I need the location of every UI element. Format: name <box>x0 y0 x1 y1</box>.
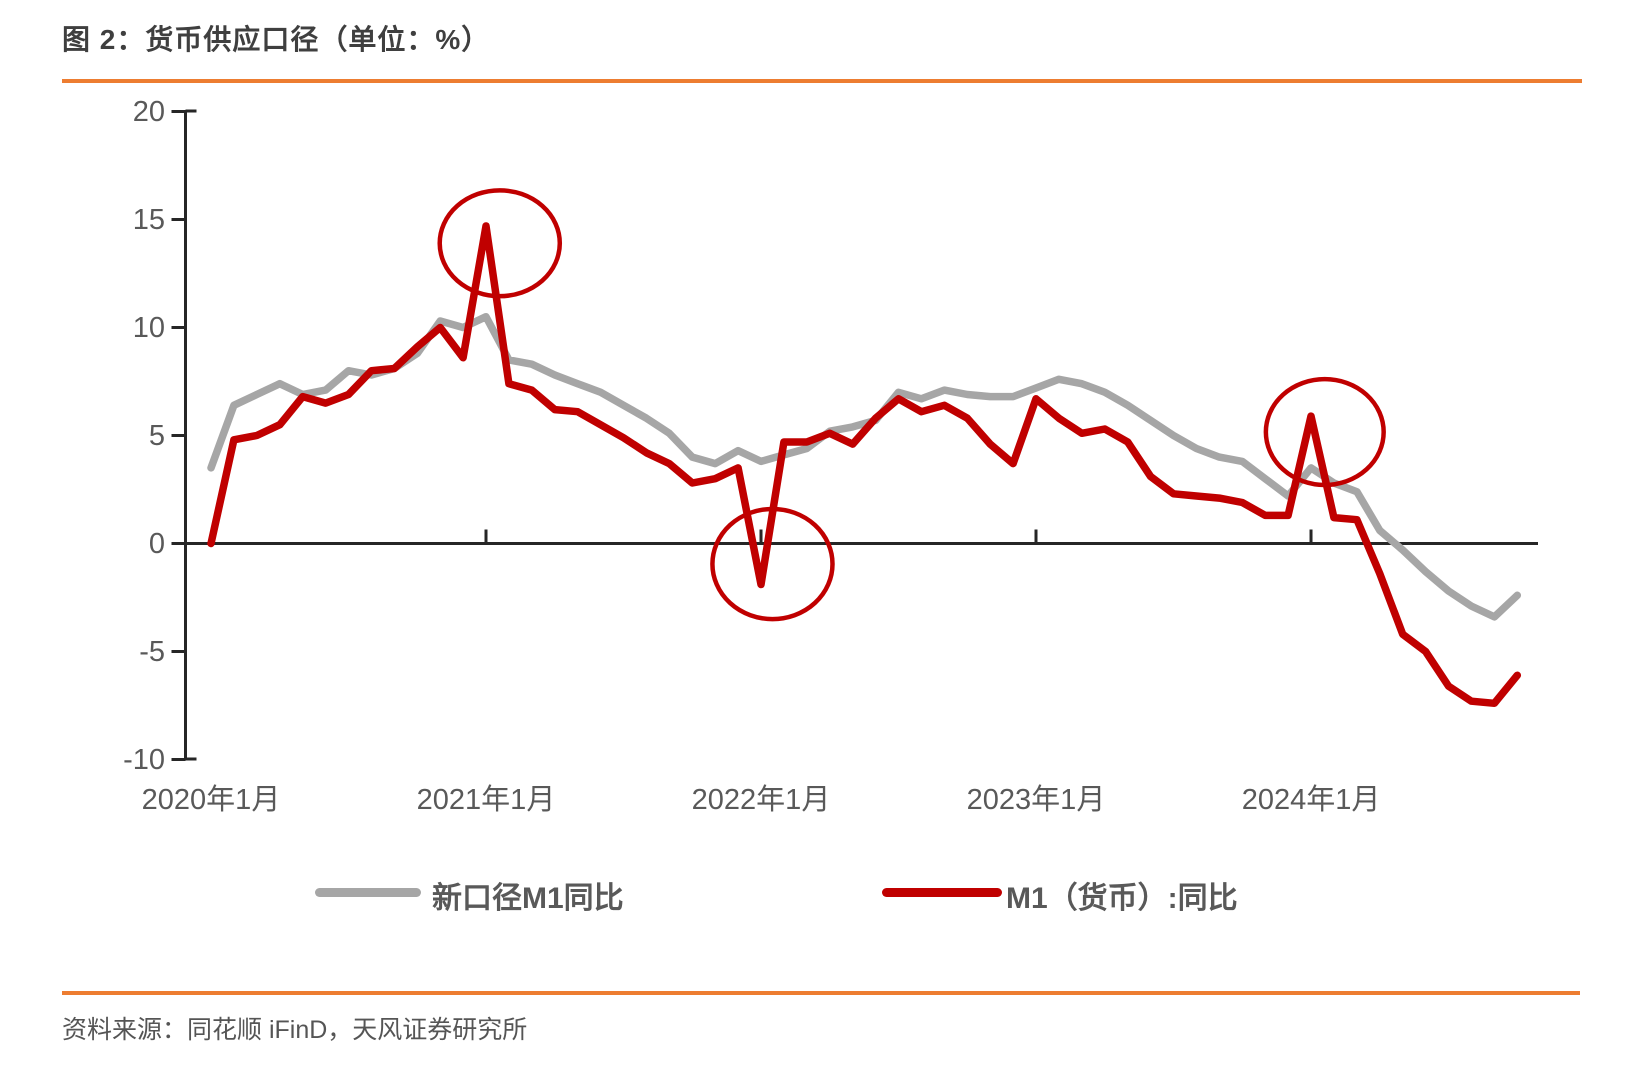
y-axis-tick-label: -5 <box>139 635 165 668</box>
y-axis-tick-label: -10 <box>123 743 165 776</box>
y-axis-tick-label: 0 <box>148 527 165 560</box>
y-axis-tick-label: 15 <box>132 203 165 236</box>
x-axis-tick-label: 2023年1月 <box>966 784 1106 816</box>
annotation-circle-icon <box>1263 376 1386 488</box>
x-axis-tick-label: 2021年1月 <box>416 784 556 816</box>
x-axis-tick-label: 2020年1月 <box>141 784 281 816</box>
legend-swatch-new-caliber <box>315 888 421 897</box>
legend-label-new-caliber: 新口径M1同比 <box>432 882 624 915</box>
y-axis-tick-label: 5 <box>148 419 165 452</box>
chart-legend: 新口径M1同比 M1（货币）:同比 <box>0 868 1628 918</box>
y-axis-tick-label: 20 <box>132 95 165 128</box>
y-axis-tick-label: 10 <box>132 311 165 344</box>
annotation-circle-icon <box>437 188 563 299</box>
top-accent-rule <box>62 79 1582 83</box>
x-axis-tick-label: 2022年1月 <box>691 784 831 816</box>
bottom-accent-rule <box>62 991 1580 995</box>
x-axis-tick-label: 2024年1月 <box>1241 784 1381 816</box>
annotation-circle-icon <box>710 506 835 622</box>
series-line-1 <box>207 222 1522 708</box>
source-note: 资料来源：同花顺 iFinD，天风证券研究所 <box>62 1016 528 1044</box>
legend-label-old-caliber: M1（货币）:同比 <box>1006 882 1238 915</box>
chart-title: 图 2：货币供应口径（单位：%） <box>62 24 491 55</box>
legend-swatch-old-caliber <box>882 888 1002 897</box>
